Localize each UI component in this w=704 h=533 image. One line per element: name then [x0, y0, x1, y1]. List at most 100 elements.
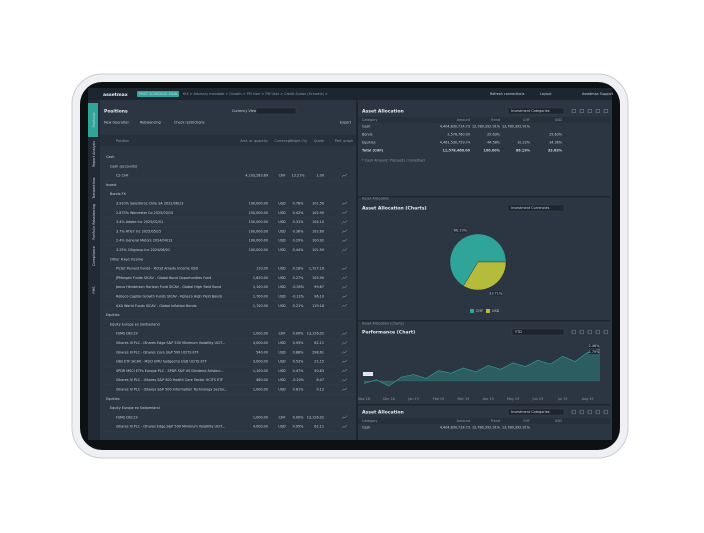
cell: USD	[278, 211, 286, 215]
cell: 100,000.00	[249, 248, 268, 252]
cell: USD	[278, 229, 286, 233]
sidebar-tab[interactable]: Transactions	[92, 177, 96, 199]
chart-icon[interactable]	[341, 173, 348, 178]
annotation-box	[589, 344, 599, 348]
cell: 1,700.00	[253, 295, 268, 299]
currency-select[interactable]	[255, 107, 297, 115]
cell: 100,000.00	[249, 229, 268, 233]
panel-icon[interactable]	[579, 330, 584, 334]
panel-icon[interactable]	[603, 109, 608, 113]
chart-icon[interactable]	[341, 359, 348, 364]
column-header: Quote	[314, 139, 324, 143]
cell: 13,126.02	[307, 415, 324, 419]
selector[interactable]	[507, 107, 565, 115]
cell: 0.88%	[293, 350, 305, 354]
chart-icon[interactable]	[341, 210, 348, 215]
chart-icon[interactable]	[341, 266, 348, 271]
cell: 0.00%	[293, 332, 305, 336]
chart-icon[interactable]	[341, 285, 348, 289]
chart-icon[interactable]	[341, 350, 348, 354]
refresh-button[interactable]: Refresh connections	[490, 92, 525, 96]
cell: 0.21%	[293, 304, 305, 308]
table-header	[358, 418, 610, 424]
cell: 104.10	[312, 220, 324, 224]
panel-icon[interactable]	[595, 109, 600, 113]
cell: UBS ETF SICAV - MSCI EMU hedged to USD U…	[116, 360, 207, 364]
panel-title: Performance (Chart)	[362, 330, 415, 336]
column-header: Currency	[274, 139, 289, 143]
sidebar-tab[interactable]: Positions	[92, 112, 96, 127]
panel-icon[interactable]	[595, 410, 600, 414]
panel-icon[interactable]	[571, 410, 576, 414]
cell: CHF	[279, 415, 286, 419]
panel-tab[interactable]: Asset Allocation (Charts)	[362, 322, 405, 326]
selector[interactable]	[507, 204, 565, 212]
cell: USD	[278, 239, 286, 243]
layout-button[interactable]: Layout	[540, 92, 552, 96]
cell: 1,620.00	[253, 276, 268, 280]
cell: 1,700.00	[253, 304, 268, 308]
toolbar-button[interactable]: New Operation	[104, 121, 129, 125]
panel-icon[interactable]	[579, 410, 584, 414]
export-button[interactable]: Export	[340, 121, 352, 125]
toolbar-button[interactable]: Rebalancing	[140, 121, 161, 125]
cell: 0.00%	[293, 415, 305, 419]
cell: USD	[278, 267, 286, 271]
column-header: Trend	[490, 118, 500, 122]
selector[interactable]	[511, 328, 565, 336]
panel-icon[interactable]	[579, 109, 584, 113]
chart-icon[interactable]	[341, 229, 348, 234]
cell: 1,000.00	[253, 332, 268, 336]
sidebar-tab[interactable]: Compliance	[92, 246, 96, 266]
cell: 150,000.00	[249, 220, 268, 224]
panel-icon[interactable]	[571, 330, 576, 334]
cell: USD	[278, 350, 286, 354]
sidebar-tab[interactable]: Report Analysis	[92, 141, 96, 168]
cell: USD	[278, 378, 286, 382]
legend-swatch	[486, 309, 490, 313]
panel-icon[interactable]	[587, 330, 592, 334]
cell: 0.47%	[293, 369, 305, 373]
chart-icon[interactable]	[341, 220, 348, 224]
chart-icon[interactable]	[341, 368, 348, 373]
cell: 0.95%	[293, 341, 305, 345]
divider	[356, 100, 358, 440]
cell: 13,780,392.91%	[502, 426, 531, 430]
chart-icon[interactable]	[341, 248, 348, 252]
toolbar-button[interactable]: Check restrictions	[174, 121, 205, 125]
cell: 9.12	[316, 388, 324, 392]
chart-icon[interactable]	[341, 424, 348, 429]
selector[interactable]	[507, 408, 565, 416]
chart-icon[interactable]	[341, 415, 348, 420]
chart-icon[interactable]	[341, 387, 348, 392]
annotation: 1.79%	[589, 350, 601, 354]
panel-icon[interactable]	[595, 330, 600, 334]
user-menu[interactable]: Assetmax Support	[582, 92, 614, 96]
panel-tab[interactable]: Asset Allocation	[362, 197, 389, 201]
panel-icon[interactable]	[603, 410, 608, 414]
table-header	[358, 117, 610, 123]
x-tick-label: Dec 18	[383, 397, 395, 401]
chart-icon[interactable]	[341, 378, 348, 382]
cell: Cash	[362, 125, 370, 129]
column-header: USD	[555, 118, 563, 122]
sidebar-tab[interactable]: PMS	[92, 286, 96, 293]
cell: 1,100.00	[253, 285, 268, 289]
chart-icon[interactable]	[341, 294, 348, 299]
chart-icon[interactable]	[341, 238, 348, 243]
section-heading: Equities	[106, 397, 120, 401]
chart-icon[interactable]	[341, 303, 348, 308]
panel-sep	[358, 320, 610, 322]
panel-icon[interactable]	[587, 109, 592, 113]
tab: FIRST SCHEDULE MAIN	[139, 92, 178, 96]
chart-icon[interactable]	[341, 341, 348, 345]
panel-icon[interactable]	[571, 109, 576, 113]
cell: SPDR MSCI ETFs Europe PLC - SPDR S&P US …	[116, 369, 223, 373]
cell: 4,000.00	[253, 425, 268, 429]
sidebar-tab[interactable]: Portfolio Rebalancing	[92, 204, 96, 240]
panel-icon[interactable]	[587, 410, 592, 414]
panel-icon[interactable]	[603, 330, 608, 334]
chart-icon[interactable]	[341, 331, 348, 336]
chart-icon[interactable]	[341, 275, 348, 280]
chart-icon[interactable]	[341, 201, 348, 206]
